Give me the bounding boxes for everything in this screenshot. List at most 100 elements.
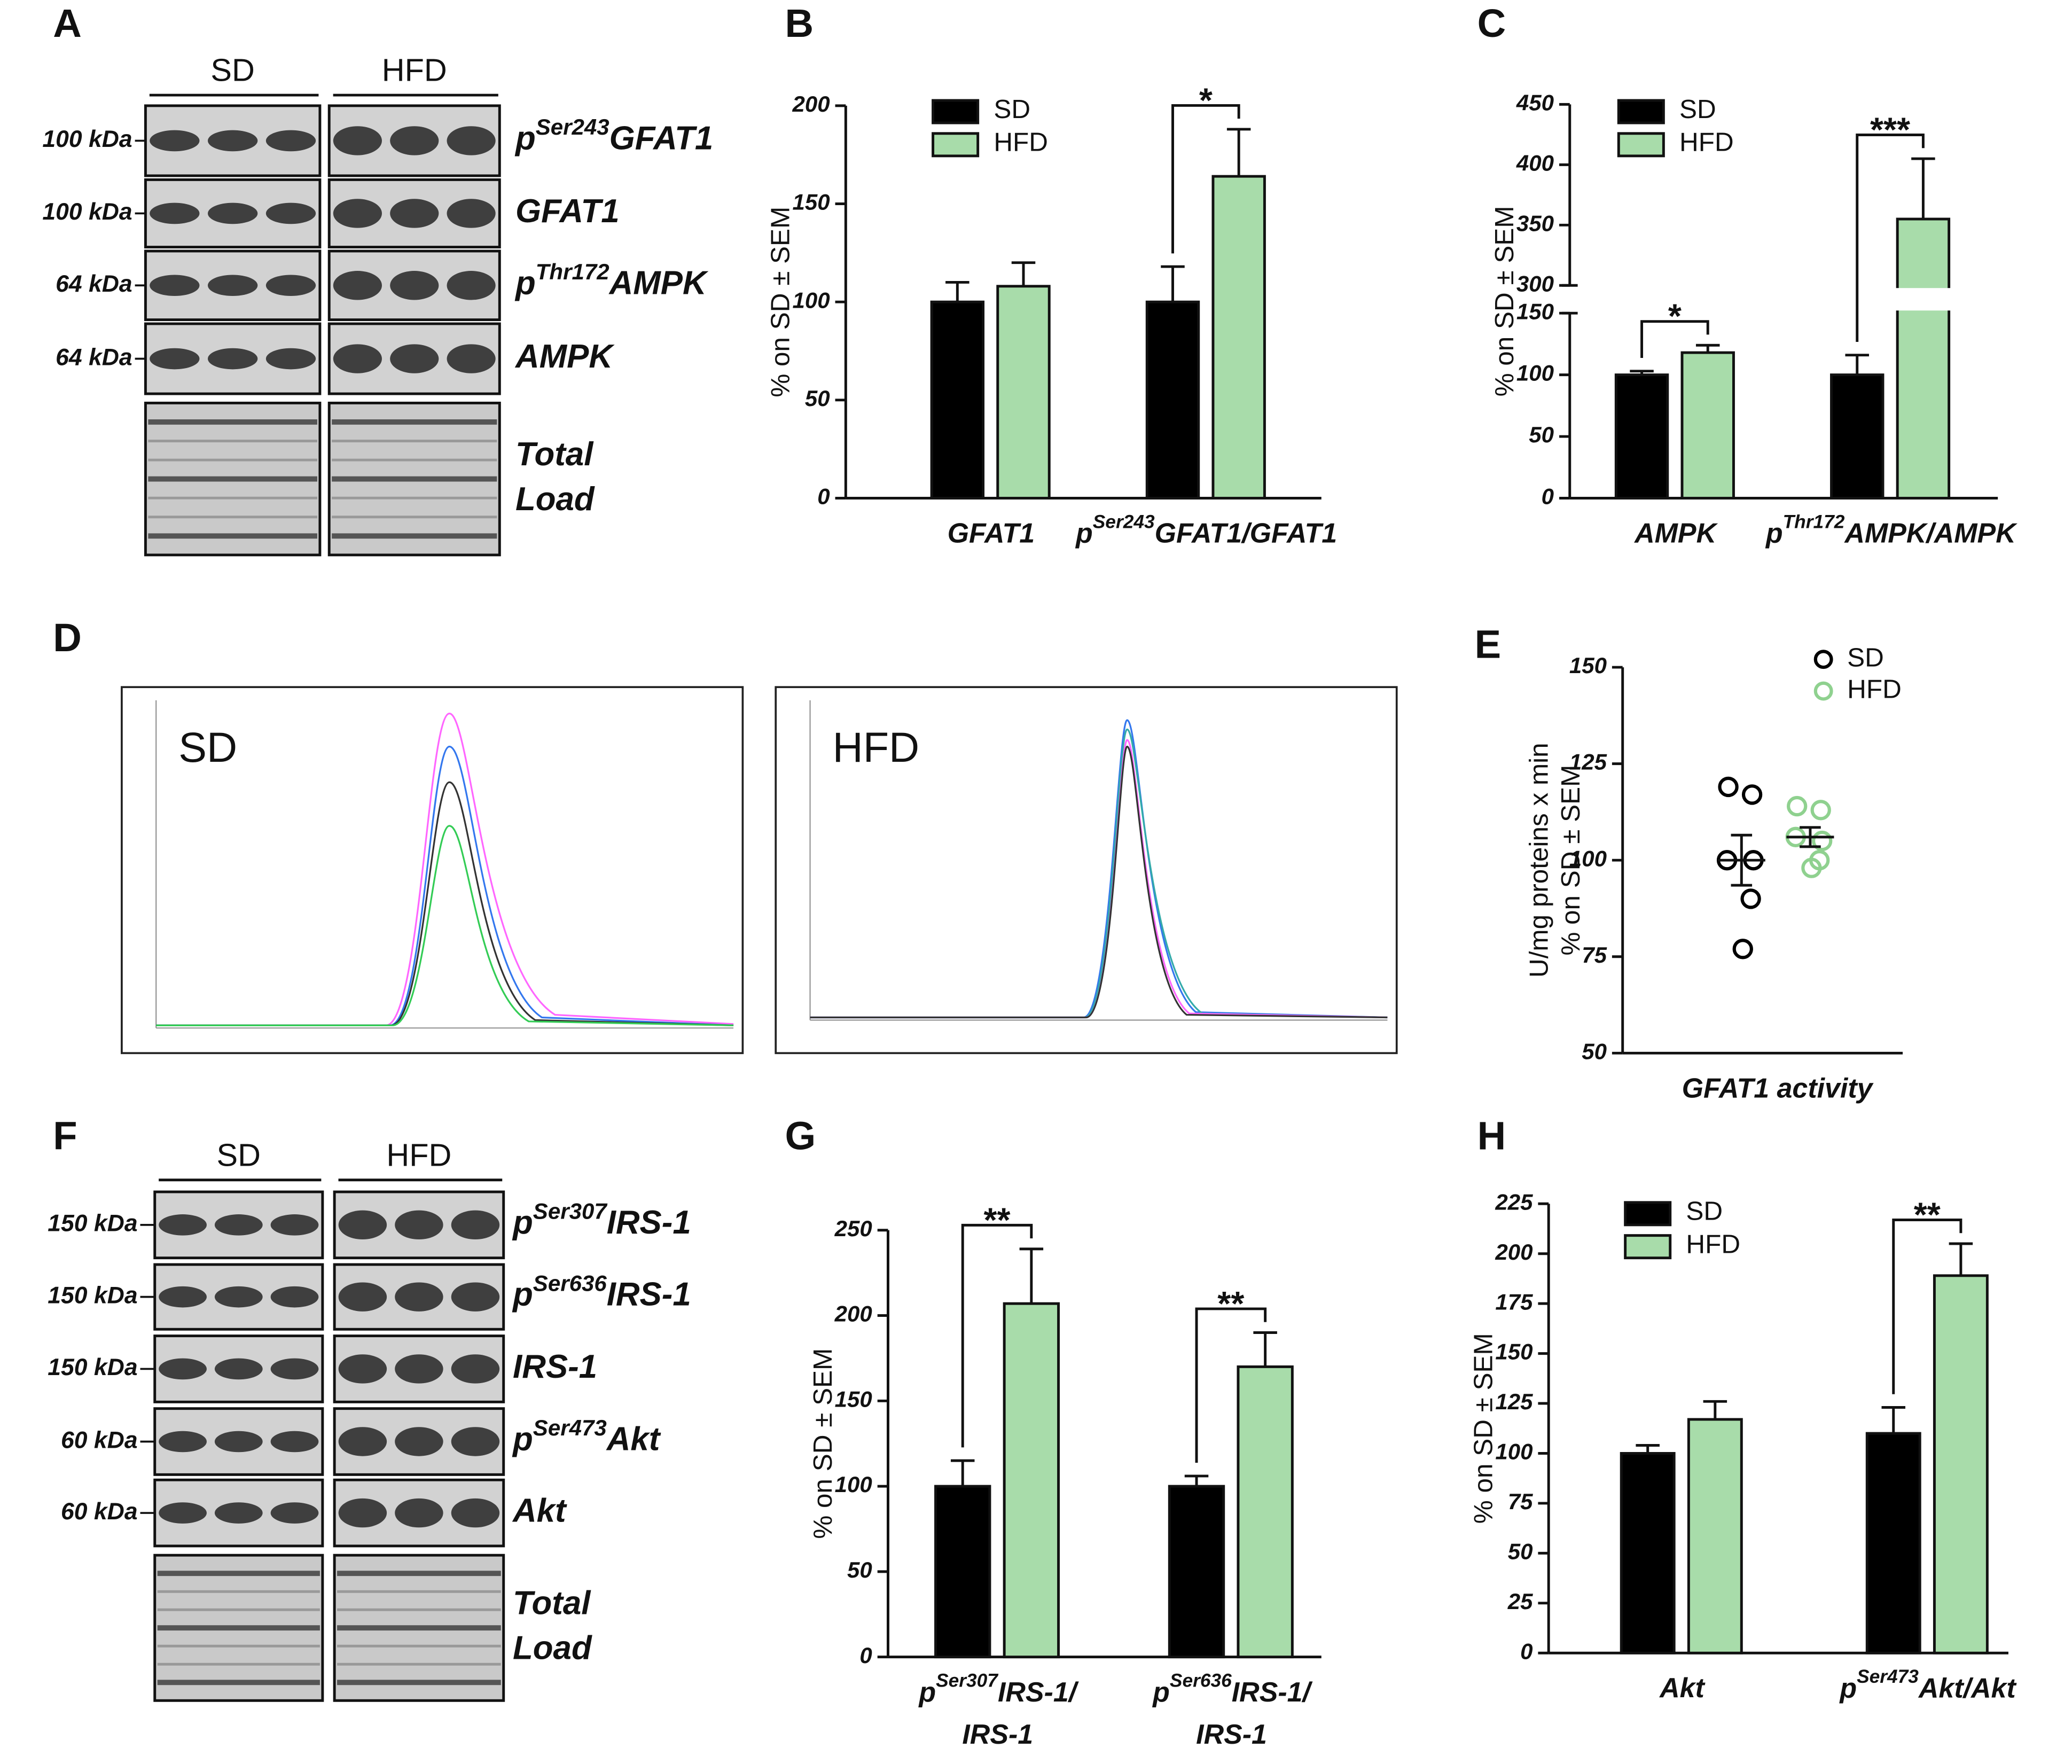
blot-band <box>333 126 382 155</box>
blot-band <box>270 1286 319 1308</box>
bar <box>1145 300 1200 499</box>
label-part: AMPK/AMPK <box>1843 518 2018 549</box>
y-axis-label: % on SD ± SEM <box>766 207 795 397</box>
legend-swatch <box>932 132 980 158</box>
blot-band <box>333 344 382 373</box>
x-tick-label: AMPK <box>1633 518 1718 549</box>
blot-band <box>208 202 258 224</box>
blot-band <box>270 1502 319 1524</box>
blot-band <box>265 202 316 224</box>
label-part: AMPK <box>608 265 709 302</box>
label-part: IRS-1 <box>607 1204 691 1241</box>
y-tick-label: 100 <box>1495 1439 1533 1464</box>
significance-bracket <box>1856 134 1925 342</box>
bar <box>1168 1485 1225 1659</box>
legend-swatch <box>1617 132 1665 158</box>
blot-band <box>150 130 200 152</box>
y-tick-label: 0 <box>859 1643 872 1668</box>
band-label: pThr172AMPK <box>514 259 709 301</box>
x-tick-label: pSer473Akt/Akt <box>1839 1667 2017 1704</box>
superscript: Ser473 <box>533 1415 607 1440</box>
blot-band <box>159 1502 207 1524</box>
panel-label: F <box>53 1114 77 1158</box>
y-tick-label: 200 <box>1495 1239 1533 1265</box>
blot-band <box>265 348 316 370</box>
trace <box>810 719 1388 1019</box>
blot-band <box>159 1431 207 1453</box>
blot-band <box>390 344 439 373</box>
x-tick-label: GFAT1 <box>948 518 1035 549</box>
blot-band <box>390 126 439 155</box>
x-tick-label: GFAT1 activity <box>1682 1073 1874 1104</box>
band-label: pSer636IRS-1 <box>512 1270 691 1313</box>
blot-band <box>451 1427 500 1456</box>
legend-label: HFD <box>1679 128 1734 157</box>
blot-band <box>447 126 496 155</box>
x-tick-label: pSer243GFAT1/GFAT1 <box>1075 512 1337 549</box>
bar <box>1830 373 1885 499</box>
x-tick-label: pSer636IRS-1/ <box>1152 1671 1312 1708</box>
data-point <box>1732 939 1753 959</box>
significance-bracket <box>1171 104 1240 254</box>
x-tick-label: Akt <box>1659 1673 1706 1704</box>
y-tick-label: 350 <box>1516 210 1554 236</box>
blot-band <box>270 1214 319 1236</box>
y-tick-label: 75 <box>1582 942 1607 967</box>
blot-band <box>208 348 258 370</box>
label-part: IRS-1 <box>607 1276 691 1313</box>
blot-band <box>333 271 382 300</box>
y-tick-label: 300 <box>1516 271 1554 296</box>
blot-band <box>214 1214 263 1236</box>
panel-label: E <box>1475 622 1501 667</box>
trace <box>810 745 1388 1019</box>
label-part: GFAT1 <box>609 120 714 157</box>
blot-band <box>159 1286 207 1308</box>
x-tick-label: IRS-1 <box>1196 1719 1267 1750</box>
bar <box>1933 1274 1989 1654</box>
superscript: Ser473 <box>1857 1667 1919 1688</box>
band-label: Load <box>513 1630 592 1667</box>
blot-band <box>208 130 258 152</box>
legend-label: SD <box>994 95 1030 124</box>
data-point <box>1741 784 1763 805</box>
blot-band <box>150 202 200 224</box>
kda-label: 100 kDa <box>42 199 132 225</box>
y-axis-label: U/mg proteins x min <box>1524 743 1553 978</box>
label-part: IRS-1/ <box>1232 1677 1313 1708</box>
blot-band <box>338 1427 387 1456</box>
legend-marker <box>1813 681 1833 701</box>
y-tick-label: 100 <box>1569 846 1607 871</box>
group-label: SD <box>210 52 254 88</box>
y-tick-label: 125 <box>1569 750 1607 775</box>
data-point <box>1718 776 1739 798</box>
y-tick-label: 0 <box>817 484 830 509</box>
y-tick-label: 75 <box>1508 1489 1533 1514</box>
label-part: Akt/Akt <box>1918 1673 2018 1704</box>
blot-band <box>214 1358 263 1380</box>
bar <box>1680 351 1735 499</box>
x-tick-label: IRS-1 <box>962 1719 1033 1750</box>
y-tick-label: 100 <box>835 1472 872 1497</box>
blot-band <box>395 1354 443 1384</box>
blot-band <box>208 275 258 296</box>
y-axis-label: % on SD ± SEM <box>1556 765 1585 956</box>
label-part: p <box>512 1421 533 1458</box>
blot-band <box>390 271 439 300</box>
y-tick-label: 150 <box>1495 1339 1533 1364</box>
band-label: pSer307IRS-1 <box>512 1199 691 1241</box>
y-tick-label: 100 <box>1516 361 1554 386</box>
blot-band <box>395 1282 443 1312</box>
y-axis-label: % on SD ± SEM <box>1469 1333 1498 1524</box>
frame <box>775 686 1398 1055</box>
blot-band <box>214 1286 263 1308</box>
blot-band <box>451 1354 500 1384</box>
y-tick-label: 225 <box>1495 1189 1533 1214</box>
blot-band <box>265 275 316 296</box>
blot-band <box>159 1214 207 1236</box>
chromatogram-sd: SD <box>121 686 744 1055</box>
kda-label: 60 kDa <box>61 1427 138 1453</box>
label-part: p <box>514 265 536 302</box>
band-label: Load <box>515 481 595 518</box>
panel-label: H <box>1477 1114 1506 1158</box>
